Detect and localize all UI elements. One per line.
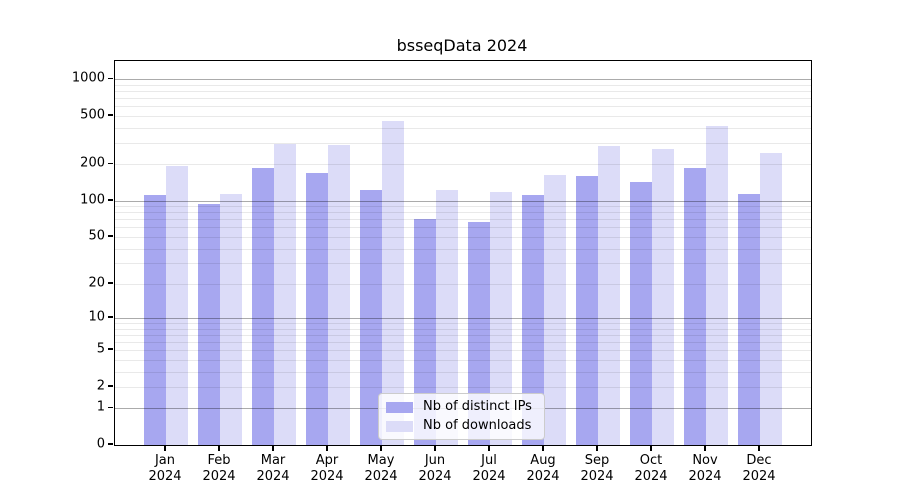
x-tick-label-jul: Jul 2024 (472, 453, 506, 484)
bar-may-downloads (382, 121, 404, 445)
bar-mar-downloads (274, 144, 296, 445)
x-tick-label-may: May 2024 (364, 453, 398, 484)
bar-oct-distinct-ips (630, 182, 652, 445)
y-tick-mark-1 (108, 406, 113, 409)
y-tick-label-1000: 1000 (71, 70, 105, 86)
bar-feb-downloads (220, 194, 242, 445)
bar-jul-downloads (490, 192, 512, 445)
bar-dec-distinct-ips (738, 194, 760, 445)
y-tick-mark-2 (108, 385, 113, 387)
x-tick-mark-nov (704, 445, 706, 451)
bar-nov-distinct-ips (684, 167, 706, 445)
bar-oct-downloads (652, 149, 674, 445)
x-tick-mark-sep (596, 445, 598, 451)
y-tick-label-1: 1 (96, 399, 105, 415)
y-tick-label-20: 20 (88, 275, 105, 291)
bar-jan-distinct-ips (144, 194, 166, 445)
bar-nov-downloads (706, 125, 728, 445)
x-tick-mark-aug (542, 445, 544, 451)
plot-area (114, 60, 812, 446)
y-tick-label-200: 200 (80, 155, 105, 171)
x-tick-mark-feb (218, 445, 220, 451)
bar-mar-distinct-ips (252, 167, 274, 445)
x-tick-mark-jan (164, 445, 166, 451)
x-tick-mark-jul (488, 445, 490, 451)
x-tick-label-nov: Nov 2024 (688, 453, 722, 484)
y-tick-label-5: 5 (96, 341, 105, 357)
x-tick-label-jun: Jun 2024 (418, 453, 452, 484)
x-tick-label-feb: Feb 2024 (202, 453, 236, 484)
y-tick-mark-1000 (108, 77, 113, 80)
bar-jul-distinct-ips (468, 221, 490, 445)
bar-jun-distinct-ips (414, 219, 436, 445)
legend-swatch-downloads (386, 420, 413, 432)
bar-feb-distinct-ips (198, 204, 220, 445)
x-tick-label-mar: Mar 2024 (256, 453, 290, 484)
x-tick-label-sep: Sep 2024 (580, 453, 614, 484)
bars-layer (115, 61, 811, 445)
legend-swatch-distinct-ips (386, 401, 413, 413)
y-tick-mark-50 (108, 235, 113, 237)
x-tick-mark-may (380, 445, 382, 451)
x-tick-mark-mar (272, 445, 274, 451)
bar-dec-downloads (760, 152, 782, 445)
x-tick-mark-jun (434, 445, 436, 451)
bar-sep-distinct-ips (576, 176, 598, 445)
legend-entry-downloads: Nb of downloads (386, 419, 532, 433)
chart-title: bsseqData 2024 (396, 36, 528, 55)
bar-jan-downloads (166, 165, 188, 445)
y-tick-label-2: 2 (96, 378, 105, 394)
bar-apr-downloads (328, 145, 350, 445)
y-tick-mark-100 (108, 199, 113, 201)
x-tick-mark-oct (650, 445, 652, 451)
bar-jun-downloads (436, 190, 458, 445)
x-tick-mark-dec (758, 445, 760, 451)
legend-label-downloads: Nb of downloads (423, 418, 532, 433)
bar-apr-distinct-ips (306, 173, 328, 445)
legend-entry-distinct-ips: Nb of distinct IPs (386, 400, 532, 414)
x-tick-label-oct: Oct 2024 (634, 453, 668, 484)
bar-aug-distinct-ips (522, 194, 544, 445)
y-tick-mark-20 (108, 282, 113, 284)
x-tick-mark-apr (326, 445, 328, 451)
y-tick-mark-200 (108, 162, 113, 165)
legend-label-distinct-ips: Nb of distinct IPs (423, 399, 532, 414)
x-tick-label-apr: Apr 2024 (310, 453, 344, 484)
y-tick-label-10: 10 (88, 309, 105, 325)
bar-aug-downloads (544, 174, 566, 445)
legend: Nb of distinct IPs Nb of downloads (378, 393, 545, 440)
y-tick-mark-0 (108, 443, 113, 445)
x-tick-label-jan: Jan 2024 (148, 453, 182, 484)
x-tick-label-aug: Aug 2024 (526, 453, 560, 484)
x-tick-label-dec: Dec 2024 (742, 453, 776, 484)
bar-sep-downloads (598, 145, 620, 445)
y-tick-mark-10 (108, 316, 113, 318)
y-tick-label-100: 100 (80, 192, 105, 208)
y-tick-label-0: 0 (96, 436, 105, 452)
y-tick-label-50: 50 (88, 228, 105, 244)
y-tick-mark-500 (108, 114, 113, 116)
bar-may-distinct-ips (360, 189, 382, 445)
y-tick-mark-5 (108, 348, 113, 350)
y-tick-label-500: 500 (80, 107, 105, 123)
